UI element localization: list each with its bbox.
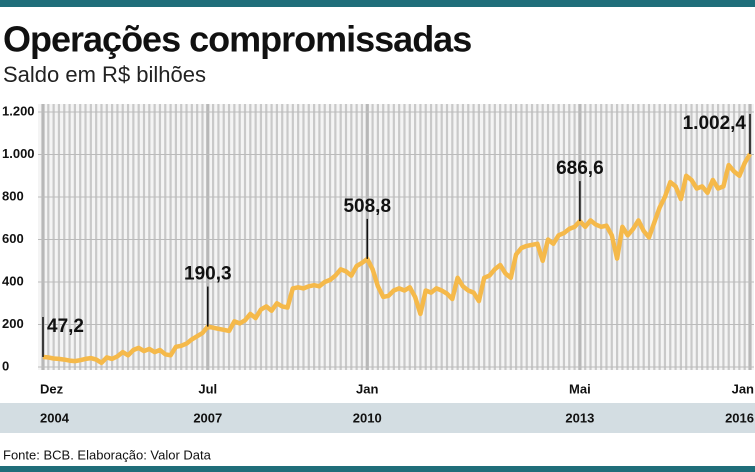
year-label: 2007 <box>193 410 222 425</box>
y-tick-label: 400 <box>2 273 24 288</box>
value-label: 1.002,4 <box>683 113 747 134</box>
y-tick-label: 800 <box>2 188 24 203</box>
y-tick-label: 1.200 <box>2 103 35 118</box>
year-label: 2013 <box>565 410 594 425</box>
y-tick-label: 1.000 <box>2 146 35 161</box>
year-label: 2010 <box>353 410 382 425</box>
value-label: 508,8 <box>343 196 391 217</box>
year-label: 2004 <box>40 410 70 425</box>
x-tick-label: Jan <box>356 381 378 396</box>
x-tick-label: Mai <box>569 381 591 396</box>
source: Fonte: BCB. Elaboração: Valor Data <box>3 447 212 462</box>
data-line <box>42 152 752 366</box>
x-tick-label: Jan <box>732 381 754 396</box>
value-label: 190,3 <box>184 264 232 285</box>
value-label: 686,6 <box>556 158 604 179</box>
y-tick-label: 0 <box>2 358 9 373</box>
x-tick-label: Jul <box>198 381 217 396</box>
year-label: 2016 <box>725 410 754 425</box>
bottom-bar <box>0 466 755 472</box>
y-tick-label: 200 <box>2 316 24 331</box>
x-tick-label: Dez <box>40 381 64 396</box>
top-bar <box>0 0 755 7</box>
y-tick-label: 600 <box>2 231 24 246</box>
chart-subtitle: Saldo em R$ bilhões <box>3 62 206 87</box>
chart-title: Operações compromissadas <box>3 19 471 60</box>
value-label: 47,2 <box>47 316 84 337</box>
year-band <box>0 403 755 433</box>
plot-background <box>38 104 754 370</box>
